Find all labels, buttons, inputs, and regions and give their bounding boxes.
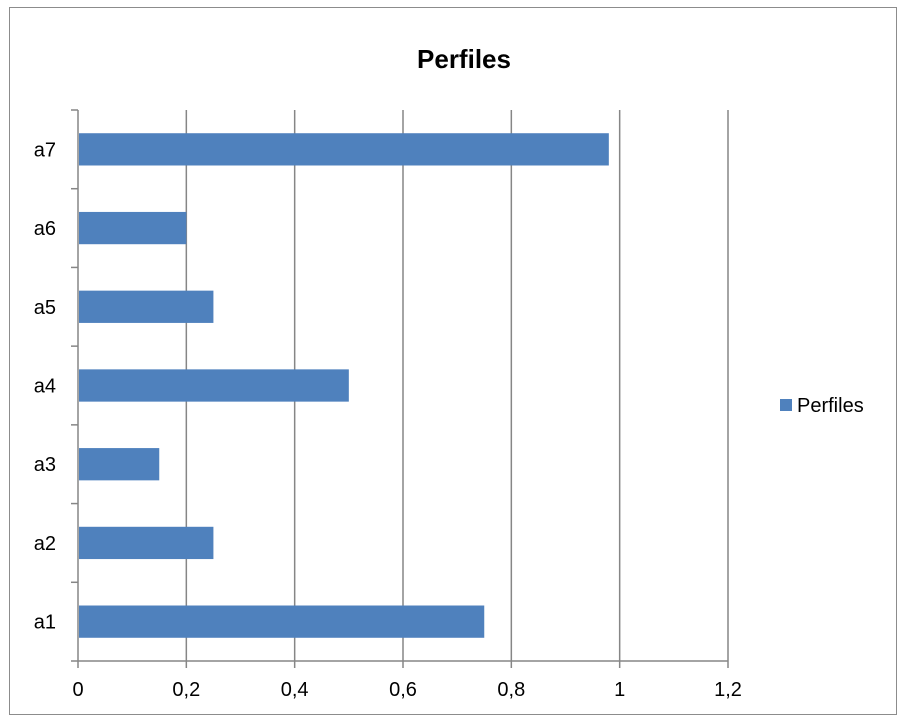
y-tick-label-a2: a2 (34, 533, 56, 555)
bar-a5 (79, 290, 214, 323)
x-tick-label: 0 (72, 679, 83, 701)
bar-a2 (79, 526, 214, 560)
bar-a7 (79, 133, 609, 166)
y-tick-label-a1: a1 (34, 612, 56, 634)
bar-chart: Perfiles 0 0,2 0,4 0,6 0,8 1 1,2 a1 a2 a3 a4 a5 a6 a7… (34, 44, 864, 701)
legend-swatch-perfiles (780, 399, 792, 411)
axes (71, 109, 729, 668)
bar-a6 (79, 211, 187, 245)
y-tick-label-a4: a4 (34, 376, 56, 398)
legend-label-perfiles: Perfiles (797, 395, 864, 417)
gridlines (185, 110, 729, 661)
x-tick-label: 1 (614, 679, 625, 701)
x-tick-label: 0,4 (281, 679, 309, 701)
legend: Perfiles (780, 395, 864, 417)
chart-title: Perfiles (417, 44, 511, 74)
x-tick-label: 0,2 (172, 679, 200, 701)
bars (79, 133, 609, 638)
bar-a4 (79, 369, 349, 402)
x-tick-label: 0,6 (389, 679, 417, 701)
y-tick-label-a7: a7 (34, 139, 56, 161)
y-tick-label-a5: a5 (34, 297, 56, 319)
axis-labels: 0 0,2 0,4 0,6 0,8 1 1,2 a1 a2 a3 a4 a5 a6 a7 (34, 139, 742, 701)
chart-area: Perfiles 0 0,2 0,4 0,6 0,8 1 1,2 a1 a2 a3 a4 a5 a6 a7… (9, 7, 897, 715)
bar-a1 (79, 605, 485, 638)
y-tick-label-a6: a6 (34, 218, 56, 240)
y-tick-label-a3: a3 (34, 454, 56, 476)
x-tick-label: 0,8 (497, 679, 525, 701)
x-tick-label: 1,2 (714, 679, 742, 701)
bar-a3 (79, 448, 160, 481)
